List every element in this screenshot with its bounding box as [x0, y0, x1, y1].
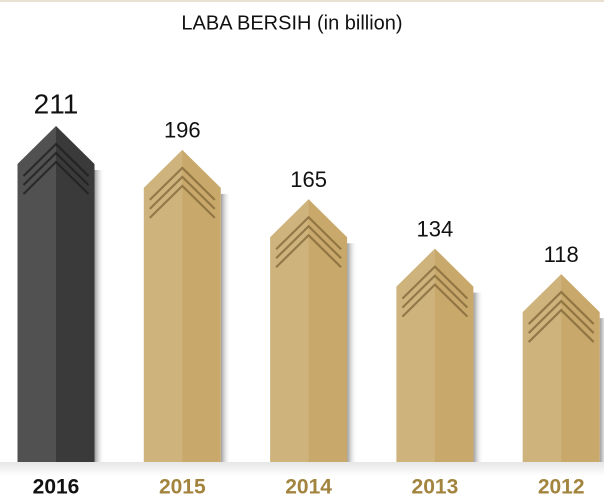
x-tick-label: 2013 [412, 476, 459, 499]
bar-shadow [347, 243, 358, 462]
x-tick-label: 2015 [159, 476, 206, 499]
chevron [149, 175, 216, 210]
x-tick-label: 2016 [33, 476, 80, 499]
bar-shadow [220, 193, 231, 462]
bar-highlight [17, 126, 56, 462]
value-label: 134 [417, 216, 454, 241]
chevron [22, 142, 90, 177]
value-label: 165 [290, 167, 327, 192]
bar-highlight [270, 199, 309, 462]
bar-shadow [473, 292, 484, 462]
chevron [527, 290, 595, 325]
bar-highlight [522, 274, 562, 462]
chevron [149, 166, 216, 201]
chevron [275, 224, 342, 260]
bar [143, 149, 221, 462]
value-label: 118 [544, 242, 579, 267]
chevron [275, 215, 342, 251]
floor [0, 462, 604, 476]
chevron [401, 274, 469, 309]
chevron [401, 283, 469, 318]
value-label: 211 [34, 88, 79, 119]
chevron [527, 299, 595, 334]
x-tick-label: 2012 [538, 476, 585, 499]
top-rule [0, 0, 604, 2]
chart-title: LABA BERSIH (in billion) [181, 12, 402, 34]
x-tick-label: 2014 [285, 476, 332, 499]
chevron [22, 151, 90, 186]
bar [17, 126, 95, 462]
bar [396, 248, 474, 462]
chevron [275, 233, 342, 269]
bar [270, 199, 348, 462]
chevron [149, 184, 216, 219]
bar-highlight [396, 248, 435, 462]
chevron [527, 308, 595, 343]
bar-highlight [143, 149, 183, 462]
chevron [401, 265, 469, 300]
chevron [22, 160, 90, 195]
bar-shadow [599, 318, 604, 462]
value-label: 196 [164, 118, 201, 143]
bar-shadow [94, 170, 105, 462]
